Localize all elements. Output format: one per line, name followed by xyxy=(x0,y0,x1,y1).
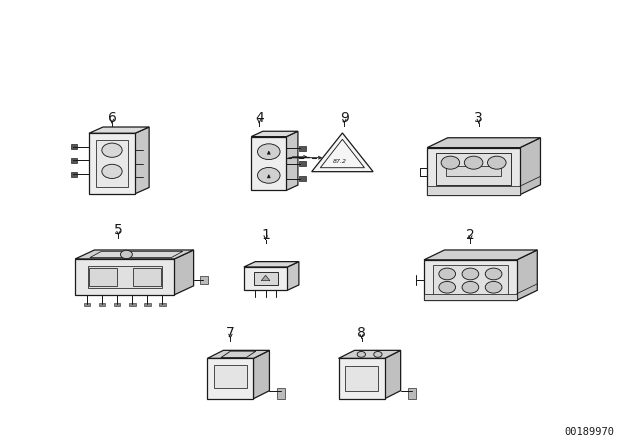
Polygon shape xyxy=(428,148,520,194)
Polygon shape xyxy=(71,172,77,177)
Circle shape xyxy=(441,156,460,169)
Polygon shape xyxy=(200,276,207,284)
Polygon shape xyxy=(428,186,520,194)
Polygon shape xyxy=(253,350,269,399)
Text: 3: 3 xyxy=(474,112,483,125)
Polygon shape xyxy=(277,388,285,399)
Polygon shape xyxy=(433,266,508,294)
Circle shape xyxy=(374,352,382,357)
Polygon shape xyxy=(84,303,90,306)
Polygon shape xyxy=(251,137,287,190)
Polygon shape xyxy=(321,139,364,168)
Polygon shape xyxy=(339,358,385,399)
Polygon shape xyxy=(298,146,306,151)
Polygon shape xyxy=(144,303,150,306)
Circle shape xyxy=(485,268,502,280)
Polygon shape xyxy=(90,251,183,258)
Polygon shape xyxy=(89,134,135,194)
Polygon shape xyxy=(253,272,278,285)
Polygon shape xyxy=(129,303,136,306)
Polygon shape xyxy=(135,127,149,194)
Circle shape xyxy=(102,143,122,157)
Circle shape xyxy=(462,268,479,280)
Polygon shape xyxy=(99,303,106,306)
Polygon shape xyxy=(89,127,149,134)
Text: 5: 5 xyxy=(114,224,123,237)
Polygon shape xyxy=(345,366,378,391)
Circle shape xyxy=(257,168,280,183)
Circle shape xyxy=(488,156,506,169)
Polygon shape xyxy=(76,250,193,259)
Polygon shape xyxy=(76,259,174,295)
Circle shape xyxy=(120,250,132,258)
Circle shape xyxy=(439,281,456,293)
Text: 00189970: 00189970 xyxy=(564,427,614,437)
Text: 4: 4 xyxy=(255,112,264,125)
Text: 2: 2 xyxy=(466,228,475,242)
Polygon shape xyxy=(244,262,299,267)
Circle shape xyxy=(485,281,502,293)
Text: 87.2: 87.2 xyxy=(333,159,347,164)
Circle shape xyxy=(357,352,365,357)
Polygon shape xyxy=(424,260,517,300)
Polygon shape xyxy=(339,350,401,358)
Circle shape xyxy=(439,268,456,280)
Polygon shape xyxy=(298,176,306,181)
Polygon shape xyxy=(445,166,502,176)
Polygon shape xyxy=(424,294,517,300)
Polygon shape xyxy=(159,303,166,306)
Text: 6: 6 xyxy=(108,112,116,125)
Polygon shape xyxy=(298,161,306,166)
Text: 7: 7 xyxy=(226,327,235,340)
Polygon shape xyxy=(132,268,161,286)
Polygon shape xyxy=(114,303,120,306)
Polygon shape xyxy=(287,131,298,190)
Polygon shape xyxy=(214,365,247,388)
Polygon shape xyxy=(287,262,299,290)
Polygon shape xyxy=(436,153,511,185)
Polygon shape xyxy=(517,250,538,300)
Text: 8: 8 xyxy=(357,327,366,340)
Polygon shape xyxy=(207,358,253,399)
Polygon shape xyxy=(520,138,540,194)
Polygon shape xyxy=(261,275,270,281)
Circle shape xyxy=(462,281,479,293)
Polygon shape xyxy=(221,351,256,358)
Polygon shape xyxy=(71,158,77,163)
Polygon shape xyxy=(424,250,538,260)
Circle shape xyxy=(257,144,280,159)
Polygon shape xyxy=(385,350,401,399)
Polygon shape xyxy=(408,388,416,399)
Circle shape xyxy=(465,156,483,169)
Polygon shape xyxy=(312,133,373,172)
Polygon shape xyxy=(71,144,77,149)
Polygon shape xyxy=(207,350,269,358)
Polygon shape xyxy=(96,140,128,187)
Circle shape xyxy=(102,164,122,178)
Polygon shape xyxy=(244,267,287,290)
Polygon shape xyxy=(88,266,162,288)
Polygon shape xyxy=(174,250,193,295)
Polygon shape xyxy=(428,138,540,148)
Text: 9: 9 xyxy=(340,112,349,125)
Text: 1: 1 xyxy=(261,228,270,242)
Polygon shape xyxy=(251,131,298,137)
Polygon shape xyxy=(89,268,117,286)
